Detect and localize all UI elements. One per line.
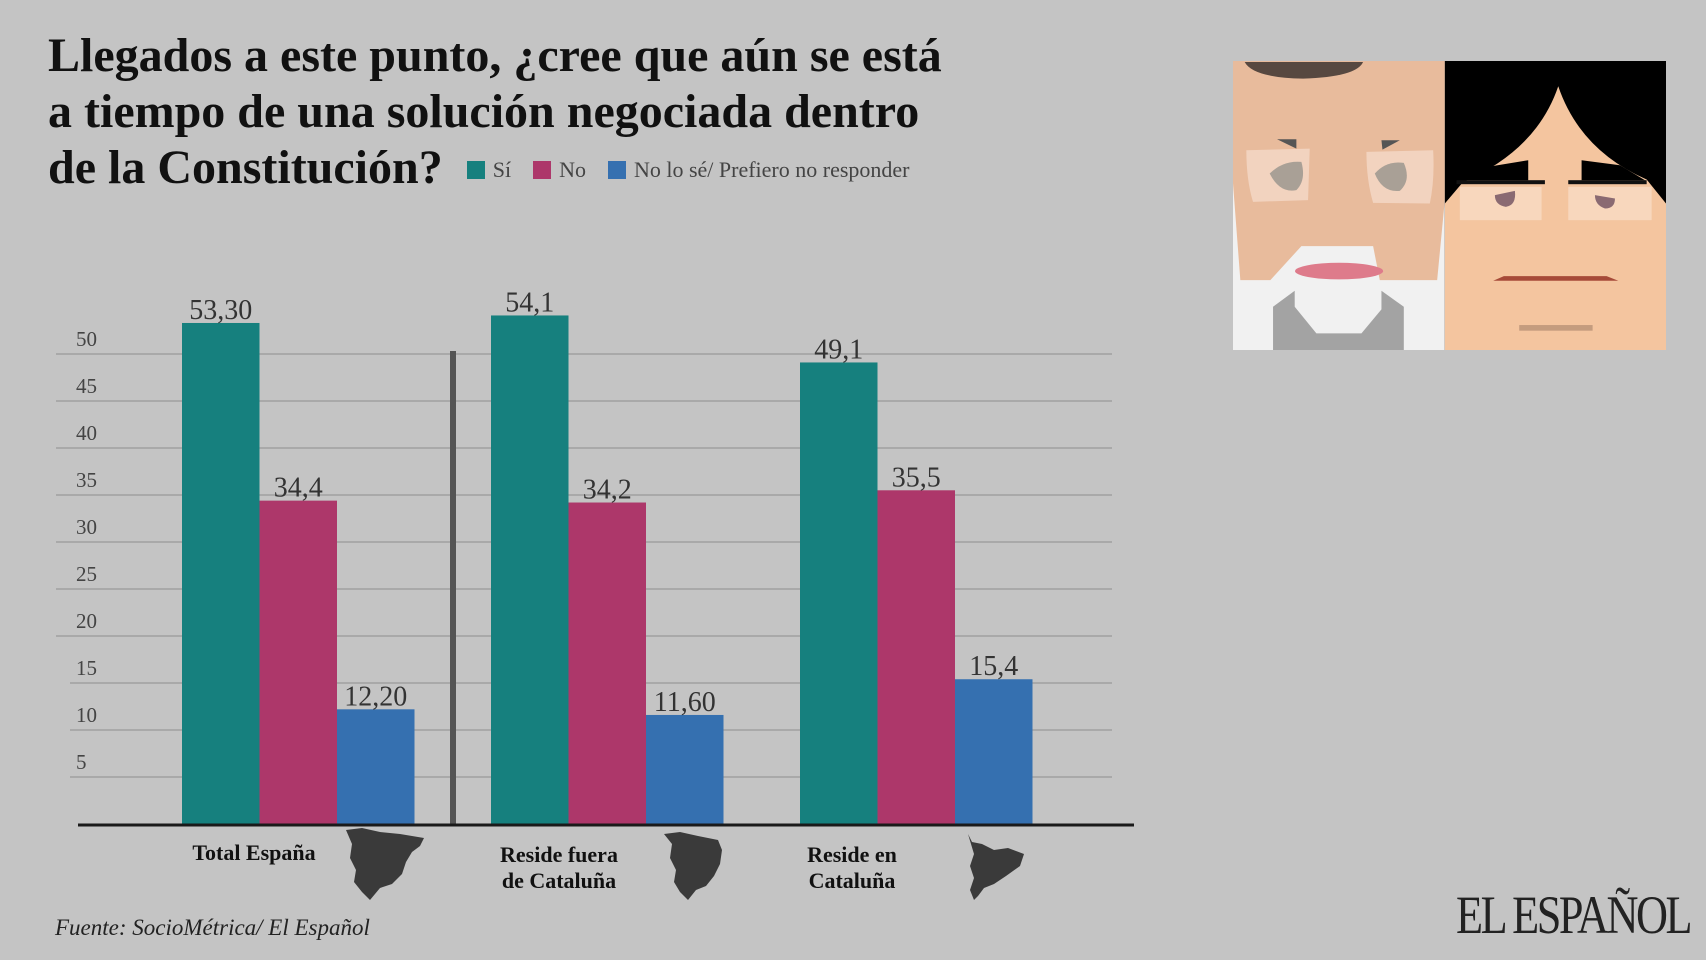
bar-nsnc [646,714,724,824]
legend-swatch-si [466,161,485,179]
legend-swatch-nsnc [607,161,626,179]
bar-si [800,362,878,824]
data-label: 35,5 [892,462,941,493]
category-label-fuera-cataluna: Reside fuera de Cataluña [474,842,644,894]
y-tick-label: 5 [76,750,87,774]
legend-label-no: No [559,157,586,182]
y-tick-label: 45 [76,374,97,398]
left-face-illustration [1233,61,1445,350]
bar-si [491,315,569,824]
category-label-line: Reside en [807,842,897,867]
right-face-illustration [1444,61,1666,350]
bar-nsnc [337,709,415,824]
y-tick-label: 35 [76,468,97,492]
spain-map-icon [346,828,424,900]
legend-item-si: Sí [466,142,512,198]
catalonia-map-icon [968,834,1024,900]
data-label: 15,4 [969,651,1018,682]
legend-item-no: No [533,142,586,198]
legend-swatch-no [533,161,552,179]
title-line-3-text: de la Constitución? [48,141,443,194]
bar-no [877,490,955,824]
bar-si [182,322,260,824]
data-label: 11,60 [654,687,716,718]
bar-nsnc [955,679,1033,824]
data-label: 54,1 [505,287,554,318]
legend-label-si: Sí [492,157,512,182]
faces-illustration [1233,61,1666,350]
y-tick-label: 20 [76,609,97,633]
legend-label-nsnc: No lo sé/ Prefiero no responder [633,157,910,182]
y-tick-label: 10 [76,703,97,727]
bar-no [259,500,337,824]
y-tick-label: 50 [76,327,97,351]
spain-outside-catalonia-map-icon [664,832,722,900]
category-label-line: de Cataluña [501,868,617,893]
data-label: 34,2 [583,475,632,506]
data-label: 34,4 [274,473,323,504]
category-label-total-espana: Total España [174,840,334,866]
data-label: 49,1 [814,334,863,365]
category-label-line: Reside fuera [500,842,618,867]
y-tick-label: 30 [76,515,97,539]
category-label-line: Cataluña [808,868,896,893]
el-espanol-logo: EL ESPAÑOL [1456,885,1693,945]
group-divider [450,351,456,824]
title-line-1: Llegados a este punto, ¿cree que aún se … [48,29,942,82]
chart-title: Llegados a este punto, ¿cree que aún se … [48,28,1168,198]
y-tick-label: 15 [76,656,97,680]
data-label: 53,30 [189,295,252,326]
legend: Sí No No lo sé/ Prefiero no responder [466,142,910,198]
category-label-en-cataluna: Reside en Cataluña [777,842,927,894]
source-note: Fuente: SocioMétrica/ El Español [55,915,370,940]
title-line-2: a tiempo de una solución negociada dentr… [48,85,920,138]
legend-item-nsnc: No lo sé/ Prefiero no responder [607,142,910,198]
title-line-3: de la Constitución? Sí No No lo sé/ Pref… [48,140,1168,198]
y-tick-label: 25 [76,562,97,586]
data-label: 12,20 [344,681,407,712]
y-tick-label: 40 [76,421,97,445]
bar-no [568,502,646,824]
category-label-line: Total España [192,840,316,865]
